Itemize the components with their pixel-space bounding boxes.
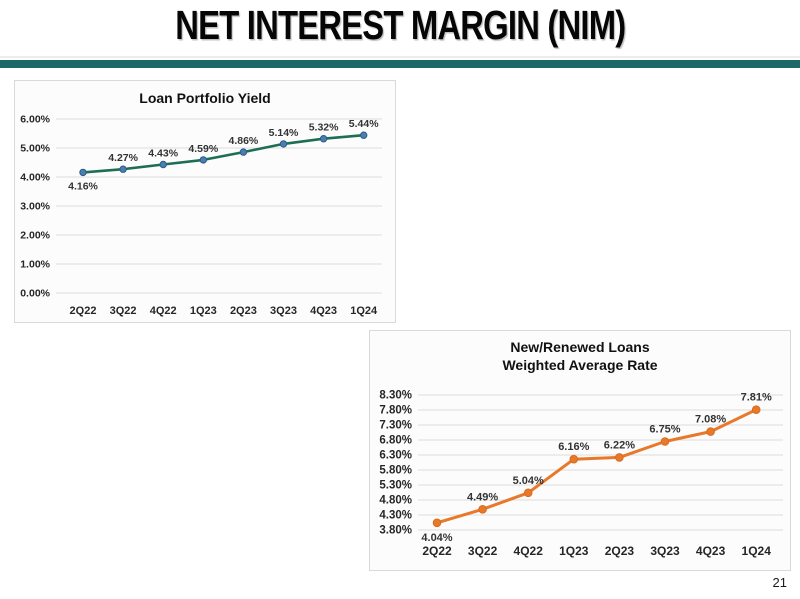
data-point-marker [199, 156, 208, 164]
y-tick-label: 3.80% [379, 525, 412, 537]
data-point-marker [319, 135, 328, 143]
series-line [81, 133, 366, 174]
data-label: 4.86% [229, 135, 259, 147]
y-tick-label: 2.00% [20, 230, 50, 242]
x-axis-label: 3Q23 [650, 544, 680, 558]
data-point-marker [432, 518, 442, 528]
y-tick-label: 5.30% [379, 480, 412, 492]
x-axis-label: 4Q22 [514, 544, 544, 558]
y-tick-label: 4.00% [20, 172, 50, 184]
x-axis-label: 4Q23 [310, 305, 337, 317]
data-point-marker [279, 140, 288, 148]
x-axis-label: 3Q22 [110, 305, 137, 317]
data-label: 5.14% [269, 127, 299, 139]
chart-subtitle-line: Weighted Average Rate [502, 357, 658, 373]
y-tick-label: 7.80% [379, 405, 412, 417]
new-renewed-loans-chart: 3.80% 4.30% 4.80% 5.30% 5.80% 6.30% 6.80% 7.30%… [379, 390, 783, 558]
data-label: 7.81% [741, 392, 772, 404]
y-tick-label: 7.30% [379, 420, 412, 432]
series-line [435, 408, 758, 525]
data-label: 7.08% [695, 414, 726, 426]
x-axis-label: 3Q22 [468, 544, 498, 558]
data-point-marker [751, 405, 761, 414]
slide-title-text: NET INTEREST MARGIN (NIM) [174, 2, 626, 48]
y-tick-label: 5.00% [20, 143, 50, 155]
x-axis-label: 2Q23 [230, 305, 257, 317]
y-tick-label: 4.30% [379, 510, 412, 522]
data-point-marker [79, 168, 87, 177]
chart-title: New/Renewed Loans Weighted Average Rate [370, 338, 790, 374]
new-renewed-loans-chart-card: New/Renewed Loans Weighted Average Rate … [369, 330, 791, 571]
data-label: 6.75% [649, 424, 680, 436]
data-point-marker [615, 453, 624, 462]
y-tick-label: 5.80% [379, 465, 412, 477]
data-label: 4.49% [467, 491, 498, 503]
data-label: 6.22% [604, 439, 635, 451]
x-axis-label: 2Q22 [422, 544, 452, 558]
title-divider-light [0, 56, 800, 58]
x-axis-label: 1Q23 [559, 544, 589, 558]
data-point-marker [478, 505, 487, 514]
data-point-marker [660, 437, 670, 446]
y-tick-label: 6.00% [20, 114, 50, 126]
y-tick-label: 6.80% [379, 435, 412, 447]
data-point-marker [706, 427, 715, 436]
data-label: 4.16% [68, 180, 98, 192]
y-tick-label: 1.00% [20, 259, 50, 271]
x-axis-label: 1Q24 [350, 305, 378, 317]
chart-title-line: New/Renewed Loans [510, 339, 650, 355]
data-label: 4.59% [188, 143, 218, 155]
data-label: 5.32% [309, 122, 339, 134]
title-divider-teal [0, 60, 800, 68]
loan-portfolio-yield-chart: 0.00% 1.00% 2.00% 3.00% 4.00% 5.00% 6.00% 2Q22 3… [20, 114, 382, 317]
x-axis-label: 2Q23 [605, 544, 635, 558]
x-axis-label: 1Q24 [742, 544, 772, 558]
data-label: 5.44% [349, 118, 379, 130]
slide-title: NET INTEREST MARGIN (NIM) [0, 2, 800, 56]
data-label: 4.27% [108, 152, 138, 164]
data-label: 5.04% [513, 475, 544, 487]
x-axis-label: 2Q22 [70, 305, 97, 317]
x-axis-label: 3Q23 [270, 305, 297, 317]
page-number: 21 [772, 575, 787, 590]
x-axis-label: 4Q22 [150, 305, 177, 317]
chart-title-line: Loan Portfolio Yield [139, 90, 271, 106]
loan-portfolio-yield-chart-card: Loan Portfolio Yield 0.00% 1.00% 2.00% 3.00… [14, 80, 396, 323]
y-tick-label: 4.80% [379, 495, 412, 507]
data-point-marker [523, 488, 533, 498]
x-axis-label: 1Q23 [190, 305, 217, 317]
y-tick-label: 0.00% [20, 288, 50, 300]
data-label: 6.16% [558, 441, 589, 453]
chart-title: Loan Portfolio Yield [15, 89, 395, 107]
data-point-marker [159, 160, 167, 169]
y-tick-label: 8.30% [379, 390, 412, 402]
y-tick-label: 3.00% [20, 201, 50, 213]
data-point-marker [239, 148, 248, 156]
data-point-marker [360, 131, 368, 139]
y-tick-label: 6.30% [379, 450, 412, 462]
data-point-marker [569, 454, 579, 464]
data-label: 4.43% [148, 148, 178, 160]
data-point-marker [119, 165, 127, 173]
data-label: 4.04% [421, 532, 452, 544]
x-axis-label: 4Q23 [696, 544, 726, 558]
